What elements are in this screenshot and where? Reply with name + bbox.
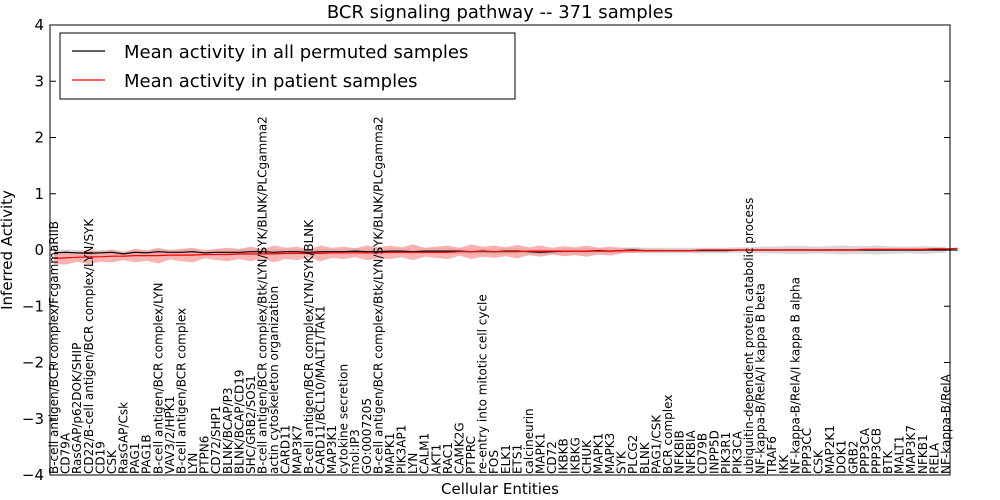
entity-label: NFKB1 [916, 434, 930, 474]
y-tick-label: 1 [34, 185, 44, 203]
entity-label: CD79B [696, 433, 710, 474]
entity-label: PIK3R1 [719, 432, 733, 474]
entity-label: BLNK/BCAP/P3 [221, 387, 235, 474]
entity-label: SYK [615, 450, 629, 474]
y-tick-label: 0 [34, 241, 44, 259]
entity-label: MAPK1 [592, 433, 606, 474]
entity-label: ETS1 [510, 444, 524, 474]
entity-label: PPP3CB [870, 428, 884, 474]
y-tick-label: −1 [22, 297, 44, 315]
entity-label: PIK3CA [731, 430, 745, 474]
entity-label: CSK [105, 449, 119, 474]
entity-label: MAP2K1 [823, 425, 837, 474]
entity-label: BLNK/BCAP/CD19 [232, 369, 246, 474]
entity-label: CARD11/BCL10/MALT1/TAK1 [313, 305, 327, 474]
entity-label: MAP3K1 [325, 425, 339, 474]
entity-label: actin cytoskeleton organization [267, 286, 281, 474]
entity-label: TRAF6 [765, 436, 779, 475]
y-tick-label: 4 [34, 16, 44, 34]
entity-label: PPP3CC [800, 428, 814, 474]
entity-label: PTPRC [464, 436, 478, 474]
legend-label-patient: Mean activity in patient samples [124, 71, 418, 92]
y-tick-label: 3 [34, 72, 44, 90]
entity-label: DOK1 [835, 440, 849, 474]
entity-label: MAPK3 [603, 433, 617, 474]
entity-label: PTPN6 [198, 436, 212, 474]
x-axis-label: Cellular Entities [441, 480, 559, 498]
entity-label: GO:0007205 [360, 398, 374, 474]
entity-label: LYN [406, 453, 420, 474]
entity-label: CD72 [545, 441, 559, 474]
entity-label: INPP5D [707, 430, 721, 474]
series-line-patient [53, 247, 958, 259]
entity-label: ELK1 [499, 444, 513, 474]
entity-label: RasGAP/Csk [117, 402, 131, 474]
entity-label: CARD11 [279, 425, 293, 474]
entity-label: NF-kappa-B/RelA [939, 373, 953, 474]
y-axis-ticks: −4 −3 −2 −1 0 1 2 3 4 [22, 16, 950, 484]
entity-label: ubiquitin-dependent protein catabolic pr… [742, 198, 756, 474]
y-axis-label: Inferred Activity [0, 190, 16, 310]
entity-labels: B-cell antigen/BCR complex/FcgammaRIIBCD… [47, 116, 953, 475]
entity-label: MAPK1 [534, 433, 548, 474]
entity-label: RELA [927, 442, 941, 474]
entity-label: PLCG2 [626, 435, 640, 474]
entity-label: MAPK1 [383, 433, 397, 474]
entity-label: mol:IP3 [348, 429, 362, 474]
y-tick-label: −3 [22, 410, 44, 428]
entity-label: PPP3CA [858, 427, 872, 474]
entity-label: CAMK2G [453, 422, 467, 474]
entity-label: MAP3K7 [904, 425, 918, 474]
entity-label: CD19 [93, 441, 107, 474]
entity-label: PAG1B [140, 434, 154, 474]
entity-label: calcineurin [522, 408, 536, 474]
series-lines [53, 247, 958, 259]
entity-label: NFKBIB [673, 430, 687, 474]
entity-label: BCR complex [661, 395, 675, 474]
legend-box [59, 32, 516, 100]
entity-label: cytokine secretion [337, 364, 351, 474]
entity-label: BLNK [638, 441, 652, 474]
entity-label: B-cell antigen/BCR complex [174, 308, 188, 474]
y-tick-label: −2 [22, 354, 44, 372]
entity-label: CHUK [580, 439, 594, 474]
entity-label: AKT1 [429, 444, 443, 474]
entity-label: IKK [777, 454, 791, 474]
entity-label: CD79A [59, 432, 73, 474]
y-tick-label: −4 [22, 466, 44, 484]
entity-label: NFKBIA [684, 429, 698, 474]
entity-label: B-cell antigen/BCR complex/LYN/SYK/BLNK [302, 219, 316, 474]
entity-label: BTK [881, 449, 895, 474]
entity-label: CD72/SHP1 [209, 406, 223, 474]
entity-label: IKBKB [557, 438, 571, 474]
legend-label-permuted: Mean activity in all permuted samples [124, 42, 468, 63]
entity-label: B-cell antigen/BCR complex/Btk/LYN/SYK/B… [256, 116, 270, 474]
entity-label: FOS [487, 450, 501, 474]
entity-label: MALT1 [893, 435, 907, 474]
entity-label: CSK [812, 449, 826, 474]
entity-label: RAC1 [441, 442, 455, 474]
entity-label: MAP3K7 [290, 425, 304, 474]
chart-title: BCR signaling pathway -- 371 samples [327, 2, 673, 23]
entity-label: CD22/B-cell antigen/BCR complex/LYN/SYK [82, 218, 96, 474]
entity-label: SHC/GRB2/SOS1 [244, 375, 258, 474]
entity-label: B-cell antigen/BCR complex/Btk/LYN/SYK/B… [371, 116, 385, 474]
entity-label: IKBKG [568, 437, 582, 474]
entity-label: NF-kappa-B/RelA/I kappa B alpha [788, 277, 802, 474]
entity-label: re-entry into mitotic cell cycle [476, 294, 490, 474]
entity-label: PAG1 [128, 443, 142, 474]
y-tick-label: 2 [34, 129, 44, 147]
entity-label: LYN [186, 453, 200, 474]
entity-label: NF-kappa-B/RelA/I kappa B beta [754, 283, 768, 474]
entity-label: B-cell antigen/BCR complex/LYN [151, 283, 165, 475]
entity-label: GRB2 [846, 440, 860, 474]
entity-label: PIK3AP1 [395, 425, 409, 474]
entity-label: VAV3/2/HPK1 [163, 396, 177, 474]
entity-label: CALM1 [418, 433, 432, 474]
legend: Mean activity in all permuted samples Me… [59, 32, 516, 100]
entity-label: RasGAP/p62DOK/SHIP [70, 343, 84, 474]
entity-label: PAG1/CSK [649, 414, 663, 474]
